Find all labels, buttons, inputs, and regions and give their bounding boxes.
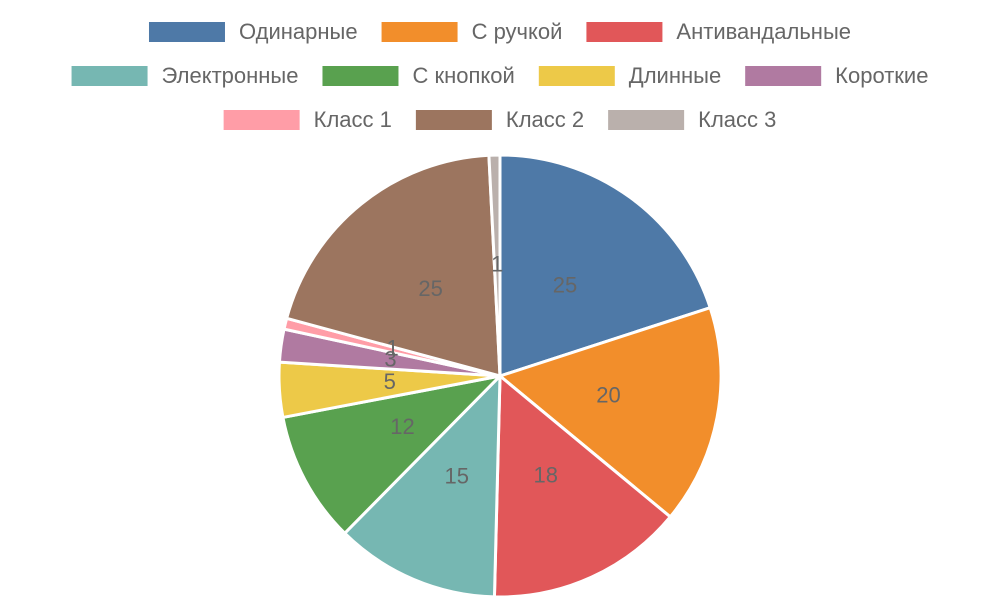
legend-label: С ручкой <box>472 19 563 44</box>
legend-swatch <box>381 22 458 42</box>
legend-label: С кнопкой <box>412 63 514 88</box>
legend-label: Длинные <box>629 63 721 88</box>
slice-label: 15 <box>445 463 469 488</box>
legend-label: Антивандальные <box>676 19 851 44</box>
legend-swatch <box>322 66 399 86</box>
slice-label: 25 <box>418 276 442 301</box>
pie-slice <box>342 372 502 599</box>
slice-label: 1 <box>387 336 399 361</box>
legend-swatch <box>71 66 148 86</box>
slice-label: 20 <box>596 383 620 408</box>
slice-label: 5 <box>384 369 396 394</box>
legend-label: Короткие <box>835 63 928 88</box>
slice-label: 3 <box>384 347 396 372</box>
legend-swatch <box>538 66 615 86</box>
legend-swatch <box>415 110 492 130</box>
legend-label: Одинарные <box>239 19 358 44</box>
legend-label: Класс 3 <box>698 107 776 132</box>
pie-slice <box>498 153 713 379</box>
legend-swatch <box>745 66 822 86</box>
legend-swatch <box>148 22 225 42</box>
pie-slice <box>496 305 723 519</box>
pie-slice <box>284 153 502 378</box>
slice-label: 18 <box>534 462 558 487</box>
slice-label: 25 <box>553 272 577 297</box>
legend-swatch <box>223 110 300 130</box>
legend-label: Класс 1 <box>314 107 392 132</box>
pie-slice <box>281 373 505 536</box>
legend-label: Электронные <box>162 63 299 88</box>
slice-label: 1 <box>491 251 503 276</box>
legend-label: Класс 2 <box>506 107 584 132</box>
pie-slice <box>487 153 502 377</box>
legend-swatch <box>586 22 663 42</box>
legend-swatch <box>608 110 685 130</box>
legend-row: Электронные С кнопкой Длинные Короткие <box>71 63 928 88</box>
legend-row: Одинарные С ручкой Антивандальные <box>148 19 851 44</box>
pie-slice <box>492 372 673 599</box>
legend-row: Класс 1 Класс 2 Класс 3 <box>223 107 776 132</box>
slice-label: 12 <box>390 414 414 439</box>
